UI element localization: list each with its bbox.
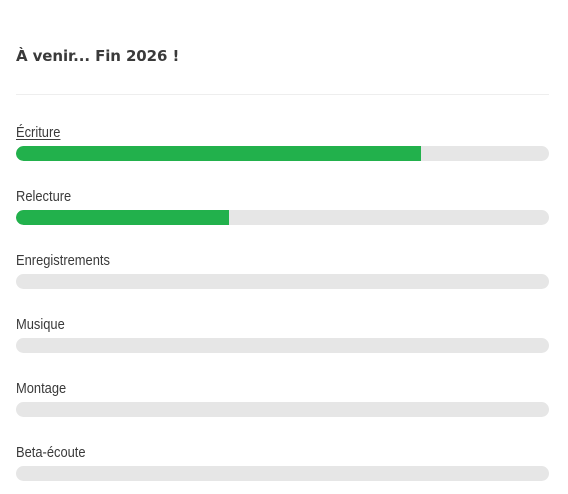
progress-fill-ecriture: [16, 146, 422, 161]
progress-label-relecture: Relecture: [16, 188, 72, 205]
divider: [16, 94, 549, 95]
progress-fill-relecture: [16, 210, 230, 225]
progress-label-ecriture[interactable]: Écriture: [16, 124, 61, 141]
progress-label-beta-ecoute: Beta-écoute: [16, 444, 86, 461]
progress-track-relecture: [16, 210, 549, 225]
progress-item-relecture: Relecture: [16, 188, 549, 225]
progress-item-enregistrements: Enregistrements: [16, 252, 549, 289]
progress-item-montage: Montage: [16, 380, 549, 417]
progress-item-ecriture: Écriture: [16, 124, 549, 161]
page-title: À venir... Fin 2026 !: [16, 47, 180, 65]
progress-track-beta-ecoute: [16, 466, 549, 481]
progress-track-enregistrements: [16, 274, 549, 289]
progress-label-montage: Montage: [16, 380, 67, 397]
progress-item-beta-ecoute: Beta-écoute: [16, 444, 549, 481]
progress-track-musique: [16, 338, 549, 353]
progress-label-enregistrements: Enregistrements: [16, 252, 110, 269]
progress-track-ecriture: [16, 146, 549, 161]
progress-item-musique: Musique: [16, 316, 549, 353]
progress-track-montage: [16, 402, 549, 417]
progress-label-musique: Musique: [16, 316, 65, 333]
